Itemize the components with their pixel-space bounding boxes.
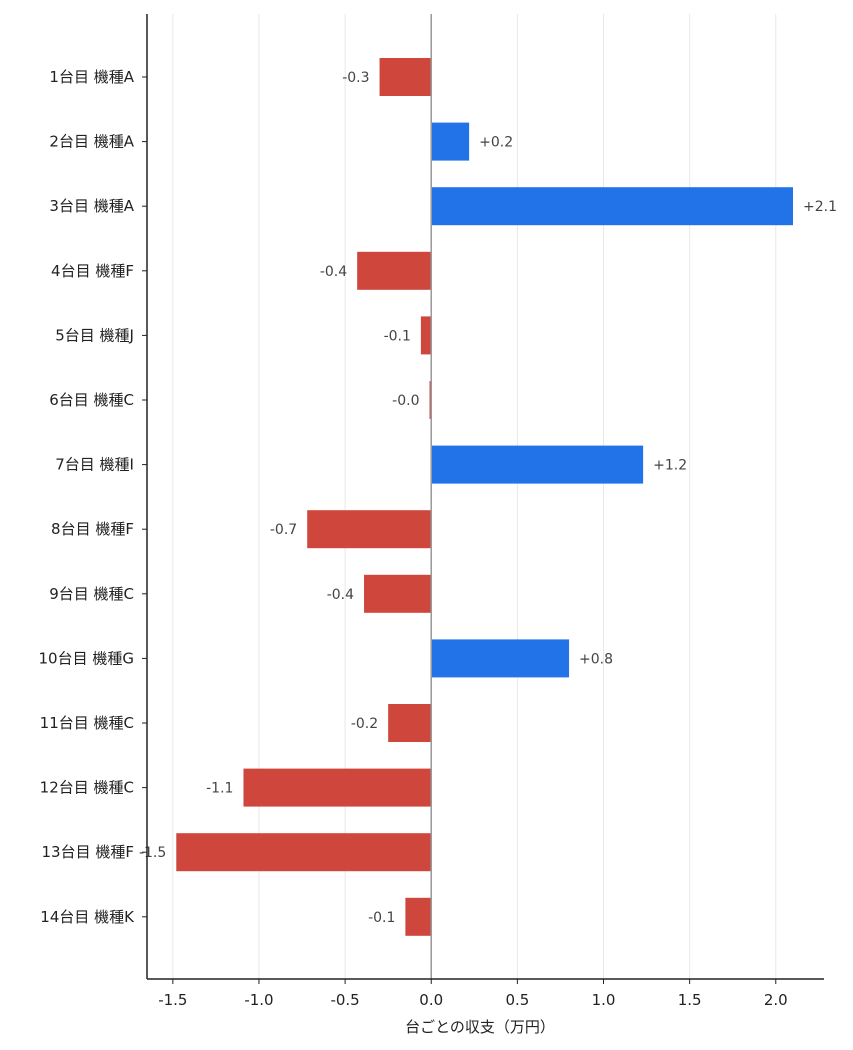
bar bbox=[364, 574, 432, 613]
y-tick-label: 7台目 機種I bbox=[55, 456, 134, 474]
x-tick-label: 1.5 bbox=[678, 991, 702, 1009]
x-tick-label: -1.5 bbox=[158, 991, 187, 1009]
bar bbox=[307, 510, 432, 549]
x-tick-label: -1.0 bbox=[244, 991, 273, 1009]
bar-value-label: -0.4 bbox=[320, 264, 347, 280]
axes bbox=[146, 14, 824, 980]
y-tick-label: 1台目 機種A bbox=[49, 68, 134, 86]
bar bbox=[405, 897, 432, 936]
bar-value-label: -0.0 bbox=[392, 393, 419, 409]
y-tick-label: 14台目 機種K bbox=[40, 908, 135, 926]
bar-value-label: -0.4 bbox=[327, 587, 354, 603]
x-tick-label: 0.0 bbox=[419, 991, 443, 1009]
bar bbox=[176, 833, 432, 872]
bar bbox=[429, 381, 432, 419]
x-axis-ticks: -1.5 -1.0 -0.5 0.0 0.5 1.0 1.5 2.0 bbox=[158, 979, 788, 1009]
bar bbox=[431, 122, 470, 161]
x-tick-label: -0.5 bbox=[330, 991, 359, 1009]
bar bbox=[357, 251, 432, 290]
bar bbox=[431, 639, 570, 678]
bar-value-label: -1.1 bbox=[206, 781, 233, 797]
y-tick-label: 8台目 機種F bbox=[51, 520, 134, 538]
y-tick-label: 13台目 機種F bbox=[42, 843, 134, 861]
bar-value-label: +2.1 bbox=[803, 199, 837, 215]
bar-value-label: +1.2 bbox=[653, 458, 687, 474]
bar-value-label: -0.7 bbox=[270, 522, 297, 538]
bar bbox=[420, 316, 432, 355]
bar-value-label: -1.5 bbox=[139, 845, 166, 861]
value-labels: -0.3 +0.2 +2.1 -0.4 -0.1 -0.0 +1.2 -0.7 -0.4 +0.8… bbox=[139, 70, 837, 926]
bar bbox=[243, 768, 432, 807]
y-tick-label: 11台目 機種C bbox=[40, 714, 134, 732]
y-tick-label: 2台目 機種A bbox=[49, 133, 134, 151]
bar-value-label: -0.2 bbox=[351, 716, 378, 732]
x-tick-label: 1.0 bbox=[592, 991, 616, 1009]
bar bbox=[431, 187, 793, 226]
bar-value-label: -0.1 bbox=[368, 910, 395, 926]
bar bbox=[379, 58, 432, 96]
y-tick-label: 3台目 機種A bbox=[49, 197, 134, 215]
y-axis-ticks: 1台目 機種A 2台目 機種A 3台目 機種A 4台目 機種F 5台目 機種J 6台目 機… bbox=[39, 68, 147, 926]
bar bbox=[431, 445, 644, 484]
bar-value-label: -0.3 bbox=[342, 70, 369, 86]
y-tick-label: 9台目 機種C bbox=[49, 585, 134, 603]
y-tick-label: 5台目 機種J bbox=[55, 326, 134, 344]
x-tick-label: 2.0 bbox=[764, 991, 788, 1009]
x-tick-label: 0.5 bbox=[505, 991, 529, 1009]
y-tick-label: 12台目 機種C bbox=[40, 779, 134, 797]
bar-value-label: -0.1 bbox=[384, 328, 411, 344]
y-tick-label: 4台目 機種F bbox=[51, 262, 134, 280]
bar-value-label: +0.2 bbox=[479, 135, 513, 151]
y-tick-label: 10台目 機種G bbox=[39, 649, 134, 667]
bar-value-label: +0.8 bbox=[579, 651, 613, 667]
x-axis-title: 台ごとの収支（万円） bbox=[405, 1018, 555, 1036]
grid-lines bbox=[172, 14, 777, 979]
bars bbox=[176, 58, 793, 936]
y-tick-label: 6台目 機種C bbox=[49, 391, 134, 409]
bar bbox=[388, 704, 432, 742]
